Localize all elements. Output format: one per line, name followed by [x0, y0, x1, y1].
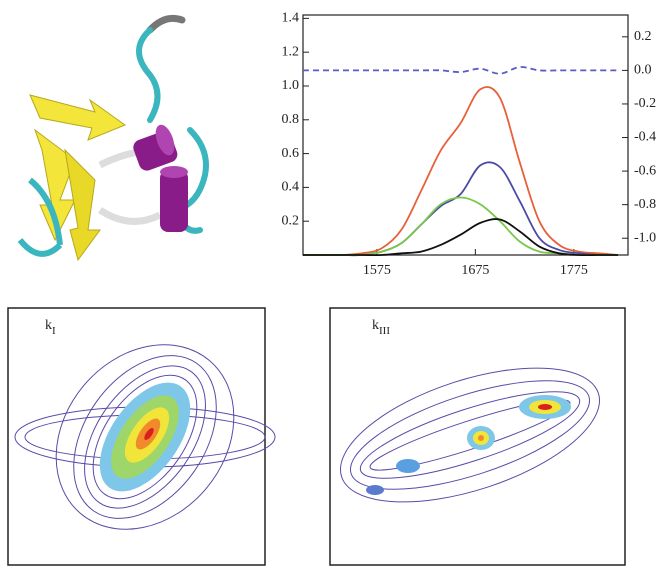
- x-tick-label: 1675: [461, 263, 489, 278]
- series-line: [303, 161, 619, 257]
- y-tick-label: 0.8: [282, 112, 300, 127]
- y-tick-label: 0.4: [282, 180, 300, 195]
- y2-tick-label: -0.2: [634, 96, 656, 111]
- series-line: [302, 66, 619, 75]
- y2-tick-label: -0.6: [634, 163, 656, 178]
- protein-structure: [17, 14, 209, 262]
- y-tick-label: 1.0: [282, 78, 300, 93]
- panel-label: kIII: [372, 318, 390, 336]
- series-line: [303, 86, 619, 257]
- y2-tick-label: -0.4: [634, 130, 656, 145]
- y2-tick-label: -0.8: [634, 197, 656, 212]
- y-tick-label: 1.4: [282, 11, 300, 26]
- y2-tick-label: 0.0: [634, 63, 652, 78]
- y2-tick-label: -1.0: [634, 230, 656, 245]
- panel-label: kI: [45, 318, 56, 336]
- y-tick-label: 0.6: [282, 146, 300, 161]
- contour-panel: kIII: [329, 307, 626, 566]
- y-tick-label: 0.2: [282, 213, 300, 228]
- contour-panel: kI: [7, 307, 276, 566]
- series-line: [303, 218, 619, 257]
- plot-frame: [302, 14, 629, 256]
- y2-tick-label: 0.2: [634, 29, 652, 44]
- x-tick-label: 1775: [560, 263, 588, 278]
- x-tick-label: 1575: [363, 263, 391, 278]
- y-tick-label: 1.2: [282, 44, 300, 59]
- series-line: [303, 196, 619, 257]
